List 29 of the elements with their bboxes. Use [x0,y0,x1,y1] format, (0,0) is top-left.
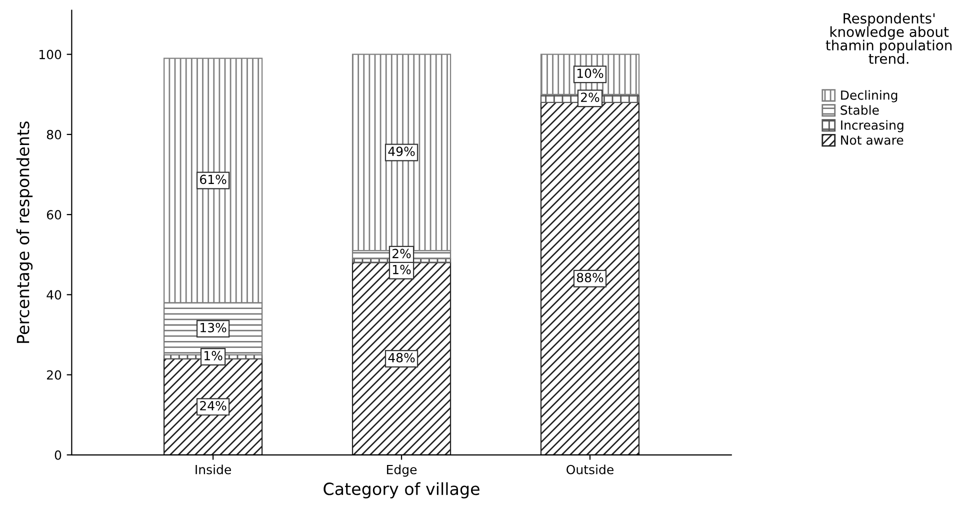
y-tick-label: 20 [46,370,62,380]
data-label: 1% [204,350,222,360]
data-label: 48% [388,352,415,362]
y-tick-label: 40 [46,290,62,300]
data-label: 2% [392,248,411,258]
x-tick-label: Outside [566,464,614,474]
data-label: 49% [388,146,415,156]
legend-label: Increasing [841,120,904,132]
data-label: 10% [577,68,604,78]
y-tick-label: 0 [54,450,62,460]
legend-label: Declining [841,90,898,102]
data-label: 88% [576,272,604,282]
data-label: 2% [580,92,600,102]
x-tick-label: Inside [196,464,231,474]
legend-label: Not aware [841,135,904,145]
y-tick-label: 100 [39,50,62,60]
legend-label: Stable [840,105,879,115]
y-axis-title: Percentage of respondents [16,122,33,343]
x-axis-title: Category of village [324,482,480,498]
data-label: 24% [200,400,226,410]
bar [352,262,452,455]
legend-title: Respondents' knowledge about thamin population trend. [826,12,952,64]
data-label: 13% [200,322,226,332]
data-label: 1% [392,264,411,274]
bar [540,102,640,455]
y-tick-label: 60 [46,210,62,220]
x-tick-label: Edge [387,464,417,477]
y-tick-label: 80 [46,130,62,140]
data-label: 61% [200,174,226,184]
